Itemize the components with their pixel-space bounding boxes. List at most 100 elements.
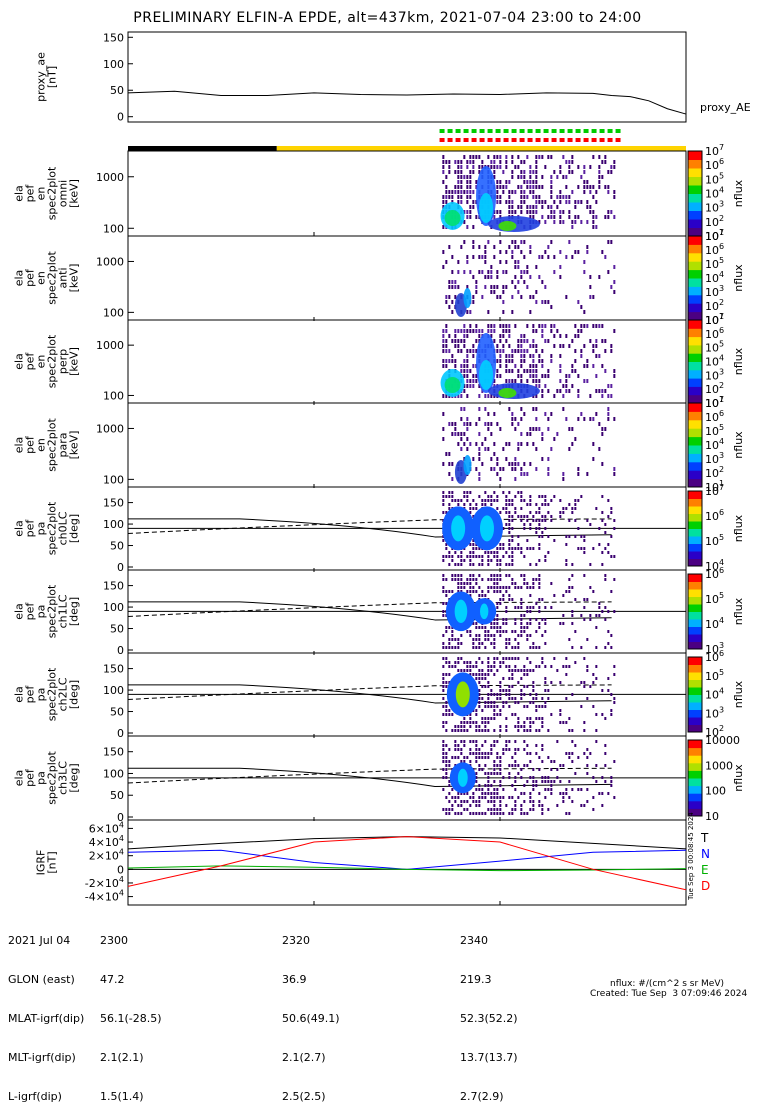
spectrogram-pixel (469, 555, 472, 558)
spectrogram-pixel (601, 339, 604, 343)
spectrogram-pixel (466, 310, 469, 314)
spectrogram-pixel (472, 551, 475, 554)
spectrogram-pixel (478, 689, 481, 692)
spectrogram-pixel (484, 705, 487, 708)
spectrogram-pixel (481, 685, 484, 688)
spectrogram-pixel (517, 725, 520, 728)
spectrogram-pixel (448, 295, 451, 299)
spectrogram-pixel (586, 180, 589, 184)
spectrogram-pixel (502, 329, 505, 333)
spectrogram-pixel (460, 437, 463, 441)
colorbar-segment (688, 619, 702, 627)
spectrogram-pixel (499, 250, 502, 254)
spectrogram-pixel (469, 175, 472, 179)
spectrogram-pixel (508, 245, 511, 249)
spectrogram-pixel (460, 165, 463, 169)
colorbar-label: nflux (732, 264, 745, 292)
spectrogram-pixel (499, 768, 502, 771)
spectrogram-pixel (520, 442, 523, 446)
spectrogram-pixel (571, 384, 574, 388)
spectrogram-pixel (490, 574, 493, 577)
spectrogram-pixel (475, 709, 478, 712)
spectrogram-pixel (472, 170, 475, 174)
spectrogram-pixel (442, 427, 445, 431)
spectrogram-pixel (583, 310, 586, 314)
spectrogram-pixel (526, 717, 529, 720)
spectrogram-pixel (508, 210, 511, 214)
spectrogram-pixel (535, 578, 538, 581)
spectrogram-pixel (526, 673, 529, 676)
colorbar-frame (687, 739, 703, 817)
spectrogram-blob (463, 455, 472, 475)
colorbar-tick-label: 103 (705, 284, 724, 299)
spectrogram-pixel (487, 673, 490, 676)
spectrogram-pixel (508, 359, 511, 363)
spectrogram-pixel (502, 796, 505, 799)
spectrogram-pixel (460, 634, 463, 637)
colorbar-segment (688, 453, 702, 463)
spectrogram-pixel (535, 717, 538, 720)
science-marker (487, 138, 493, 142)
spectrogram-pixel (574, 359, 577, 363)
spectrogram-pixel (496, 614, 499, 617)
spectrogram-pixel (559, 709, 562, 712)
spectrogram-pixel (442, 689, 445, 692)
spectrogram-pixel (475, 673, 478, 676)
spectrogram-pixel (547, 427, 550, 431)
spectrogram-pixel (526, 764, 529, 767)
spectrogram-pixel (499, 200, 502, 204)
spectrogram-pixel (538, 511, 541, 514)
spectrogram-pixel (469, 740, 472, 743)
footer-value: 2340 (460, 934, 488, 947)
spectrogram-pixel (523, 685, 526, 688)
spectrogram-pixel (493, 170, 496, 174)
spectrogram-pixel (502, 812, 505, 815)
spectrogram-pixel (466, 165, 469, 169)
spectrogram-pixel (466, 160, 469, 164)
spectrogram-pixel (571, 442, 574, 446)
spectrogram-pixel (550, 180, 553, 184)
spectrogram-pixel (493, 764, 496, 767)
spectrogram-pixel (478, 638, 481, 641)
y-tick-label: 150 (103, 31, 124, 44)
spectrogram-pixel (535, 265, 538, 269)
spectrogram-pixel (496, 792, 499, 795)
spectrogram-pixel (487, 310, 490, 314)
spectrogram-pixel (523, 582, 526, 585)
spectrogram-pixel (472, 499, 475, 502)
colorbar-segment (688, 278, 702, 287)
spectrogram-pixel (514, 507, 517, 510)
spectrogram-pixel (511, 808, 514, 811)
y-axis-label-line: ela (13, 437, 26, 454)
spectrogram-pixel (562, 792, 565, 795)
spectrogram-pixel (529, 180, 532, 184)
spectrogram-pixel (532, 170, 535, 174)
spectrogram-pixel (520, 669, 523, 672)
spectrogram-pixel (595, 344, 598, 348)
spectrogram-pixel (463, 740, 466, 743)
spectrogram-pixel (490, 717, 493, 720)
colorbar-tick-label: 101 (705, 312, 724, 327)
spectrogram-pixel (604, 185, 607, 189)
spectrogram-pixel (607, 407, 610, 411)
spectrogram-pixel (526, 626, 529, 629)
spectrogram-pixel (535, 329, 538, 333)
spectrogram-pixel (520, 190, 523, 194)
spectrogram-pixel (541, 515, 544, 518)
spectrogram-pixel (460, 792, 463, 795)
spectrogram-pixel (589, 563, 592, 566)
spectrogram-pixel (490, 642, 493, 645)
spectrogram-pixel (508, 796, 511, 799)
spectrogram-pixel (466, 427, 469, 431)
spectrogram-pixel (544, 559, 547, 562)
spectrogram-pixel (493, 808, 496, 811)
spectrogram-pixel (454, 800, 457, 803)
spectrogram-pixel (475, 290, 478, 294)
spectrogram-pixel (574, 437, 577, 441)
spectrogram-pixel (514, 701, 517, 704)
spectrogram-pixel (550, 155, 553, 159)
spectrogram-pixel (487, 586, 490, 589)
spectrogram-pixel (613, 329, 616, 333)
spectrogram-pixel (490, 324, 493, 328)
spectrogram-pixel (547, 245, 550, 249)
